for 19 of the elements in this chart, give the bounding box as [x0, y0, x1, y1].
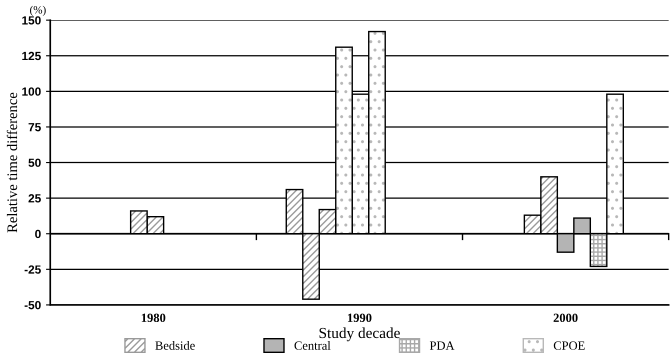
x-axis-title: Study decade [320, 327, 400, 342]
y-tick-label: -25 [24, 265, 41, 274]
legend-label: PDA [430, 341, 454, 350]
text: (%) [30, 6, 46, 16]
legend-label: Central [294, 341, 331, 350]
y-tick-label: 25 [28, 194, 41, 203]
y-tick-label: 125 [22, 52, 41, 60]
y-axis-title: Relative time difference [6, 92, 18, 232]
x-tick-label: 1990 [348, 314, 372, 322]
x-tick-label: 2000 [554, 314, 578, 322]
y-tick-label: 50 [28, 158, 41, 167]
y-tick-label: 150 [22, 16, 41, 25]
y-tick-label: -50 [24, 300, 41, 310]
legend-label: CPOE [554, 341, 585, 350]
legend-label: Bedside [155, 341, 195, 350]
y-tick-label: 75 [28, 123, 41, 132]
y-tick-label: 0 [35, 230, 41, 238]
x-tick-label: 1980 [142, 314, 166, 322]
y-tick-label: 100 [22, 87, 41, 96]
